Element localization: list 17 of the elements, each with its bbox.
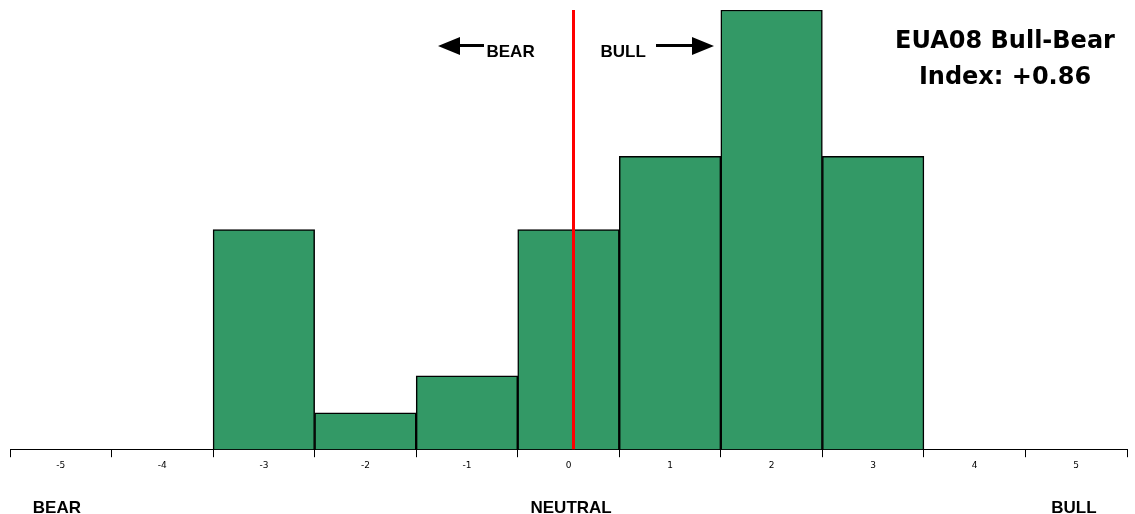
text: NEUTRAL bbox=[530, 498, 612, 514]
annotation: BEAR bbox=[486, 42, 535, 62]
x-tick-label: -1 bbox=[462, 459, 472, 470]
x-tick-label: 3 bbox=[870, 459, 876, 470]
x-tick-label: -2 bbox=[360, 459, 370, 470]
x-tick-label: 2 bbox=[768, 459, 775, 470]
annotation: BULL bbox=[600, 42, 646, 62]
x-tick-label: 0 bbox=[565, 459, 572, 470]
x-tick-label: -4 bbox=[157, 459, 168, 470]
x-tick-label: 5 bbox=[1073, 459, 1080, 470]
x-tick-label: 1 bbox=[667, 459, 673, 470]
text: BULL bbox=[1051, 498, 1097, 514]
x-tick-label: -5 bbox=[56, 459, 66, 470]
text: BEAR bbox=[32, 498, 81, 514]
text: EUA08 Bull-Bear Index: +0.86 bbox=[894, 25, 1116, 92]
x-tick-label: -3 bbox=[259, 459, 269, 470]
x-tick-label: 4 bbox=[971, 459, 978, 470]
